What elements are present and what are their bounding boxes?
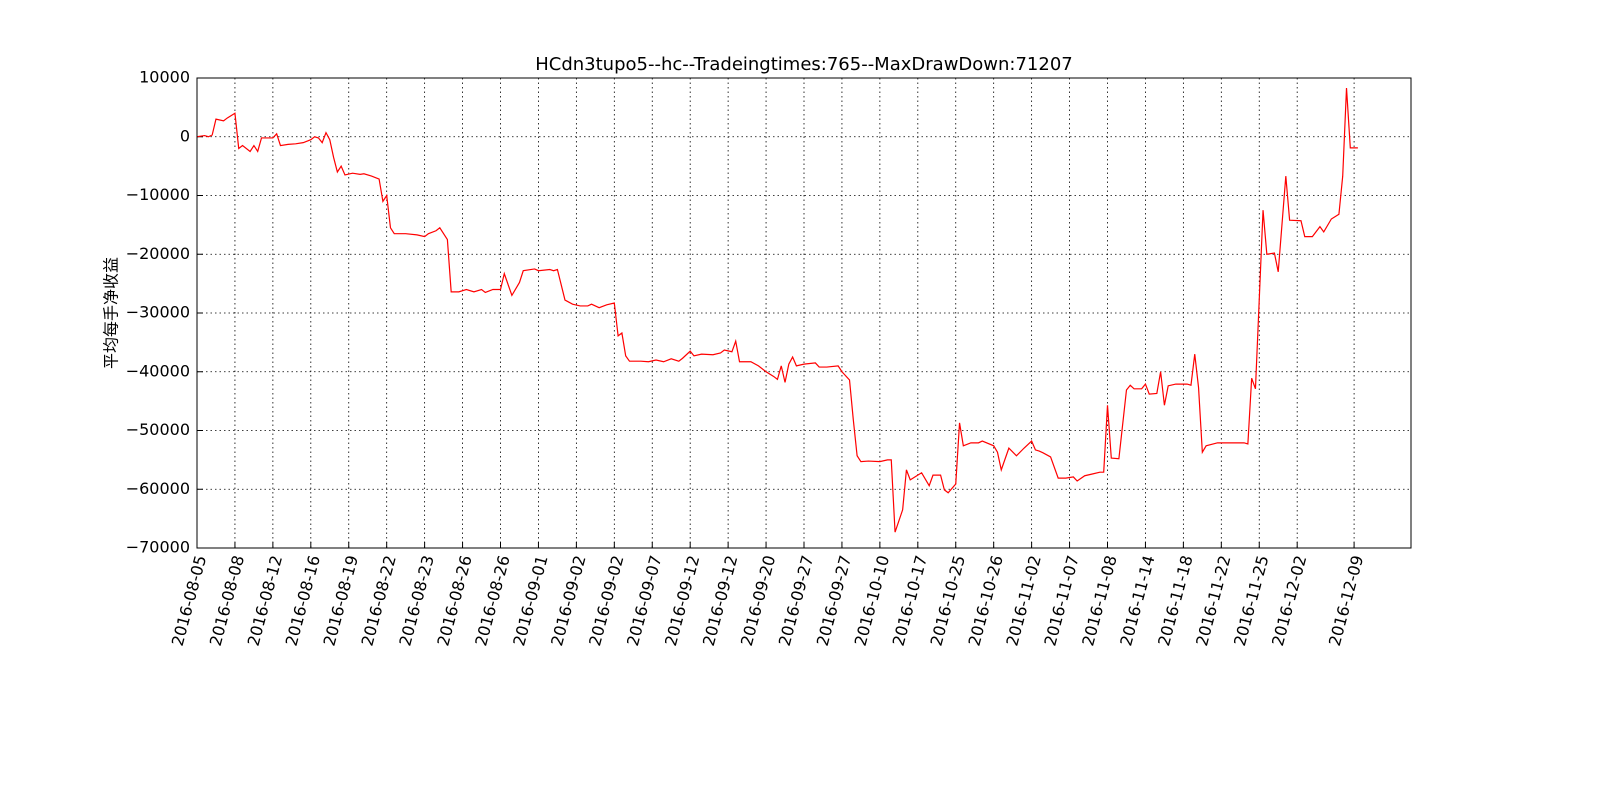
x-tick-label: 2016-09-27 [775,553,817,648]
x-tick-label: 2016-08-08 [206,553,248,648]
x-tick-label: 2016-09-02 [547,553,589,648]
x-tick-label: 2016-10-10 [851,553,893,648]
x-tick-label: 2016-11-18 [1154,553,1196,648]
chart-title: HCdn3tupo5--hc--Tradeingtimes:765--MaxDr… [535,54,1073,75]
x-tick-label: 2016-09-12 [661,553,703,648]
x-tick-label: 2016-09-02 [585,553,627,648]
y-axis-label: 平均每手净收益 [102,257,121,369]
x-tick-label: 2016-10-25 [927,553,969,648]
x-tick-label: 2016-12-02 [1268,553,1310,648]
x-tick-label: 2016-08-05 [168,553,210,648]
x-tick-label: 2016-09-07 [623,553,665,648]
x-tick-label: 2016-10-26 [964,553,1006,648]
x-tick-label: 2016-09-01 [509,553,551,648]
x-tick-label: 2016-08-23 [395,553,437,648]
x-tick-label: 2016-09-12 [699,553,741,648]
x-tick-label: 2016-09-27 [813,553,855,648]
x-tick-label: 2016-08-16 [282,553,324,648]
x-tick-label: 2016-08-22 [357,553,399,648]
x-tick-label: 2016-11-22 [1192,553,1234,648]
x-tick-label: 2016-08-19 [320,553,362,648]
y-tick-label: 10000 [139,68,190,87]
x-tick-label: 2016-11-14 [1116,553,1158,648]
y-tick-label: −10000 [126,185,190,204]
x-tick-label: 2016-09-20 [737,553,779,648]
x-tick-label: 2016-11-02 [1002,553,1044,648]
y-tick-label: −50000 [126,420,190,439]
plot-frame [196,77,1412,549]
y-tick-label: 0 [180,126,190,145]
x-tick-label: 2016-10-17 [889,553,931,648]
x-tick-label: 2016-11-25 [1230,553,1272,648]
x-tick-label: 2016-08-12 [244,553,286,648]
line-series [196,87,1358,533]
x-tick-label: 2016-08-26 [433,553,475,648]
y-tick-label: −30000 [126,303,190,322]
x-tick-label: 2016-08-26 [471,553,513,648]
y-tick-label: −40000 [126,361,190,380]
x-tick-label: 2016-11-07 [1040,553,1082,648]
y-tick-label: −70000 [126,538,190,557]
y-tick-label: −20000 [126,244,190,263]
x-tick-label: 2016-11-08 [1078,553,1120,648]
y-tick-label: −60000 [126,479,190,498]
x-tick-label: 2016-12-09 [1325,553,1367,648]
